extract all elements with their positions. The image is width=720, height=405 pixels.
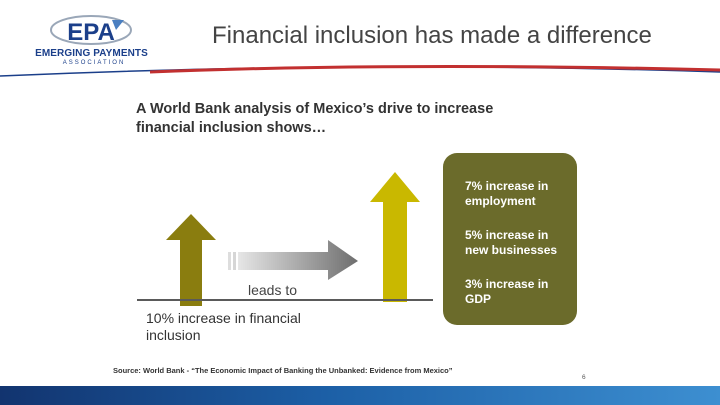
- up-arrow-left-icon: [166, 214, 216, 306]
- header-divider: [0, 64, 720, 77]
- footer-bar: [0, 386, 720, 405]
- source-citation: Source: World Bank - “The Economic Impac…: [113, 366, 453, 375]
- epa-logo: EPA EMERGING PAYMENTS ASSOCIATION: [24, 12, 159, 67]
- up-arrow-right-icon: [370, 172, 420, 302]
- right-arrow-icon: [228, 240, 358, 280]
- epa-logo-mark: EPA: [50, 15, 132, 46]
- baseline-divider: [137, 299, 433, 301]
- results-box: 7% increase in employment 5% increase in…: [443, 153, 577, 325]
- svg-text:EPA: EPA: [67, 19, 115, 46]
- page-number: 6: [582, 374, 586, 381]
- slide-title: Financial inclusion has made a differenc…: [212, 22, 652, 49]
- result-new-businesses: 5% increase in new businesses: [465, 228, 558, 257]
- result-employment: 7% increase in employment: [465, 179, 549, 208]
- logo-subtext: ASSOCIATION: [62, 60, 126, 66]
- leads-to-label: leads to: [248, 282, 298, 298]
- result-gdp: 3% increase in GDP: [465, 277, 549, 306]
- logo-wordmark: EMERGING PAYMENTS: [35, 48, 148, 59]
- body-heading: A World Bank analysis of Mexico’s drive …: [136, 101, 494, 136]
- inclusion-label: 10% increase in financial inclusion: [146, 310, 301, 343]
